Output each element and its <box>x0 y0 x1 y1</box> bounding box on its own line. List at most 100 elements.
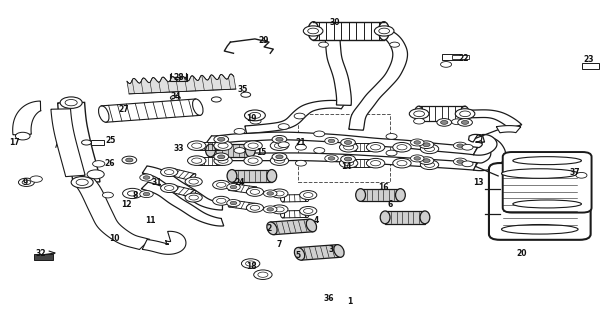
Circle shape <box>258 272 268 277</box>
Ellipse shape <box>348 143 352 151</box>
Circle shape <box>71 177 93 188</box>
Circle shape <box>276 137 283 141</box>
Circle shape <box>375 26 394 36</box>
Text: 26: 26 <box>104 159 115 168</box>
Circle shape <box>411 139 424 146</box>
Bar <box>34 254 53 260</box>
Circle shape <box>128 191 138 196</box>
Circle shape <box>82 140 91 145</box>
Circle shape <box>340 142 358 152</box>
Polygon shape <box>206 132 477 155</box>
Text: 24: 24 <box>235 178 245 187</box>
Text: 19: 19 <box>247 114 257 123</box>
Text: 11: 11 <box>146 216 156 225</box>
Ellipse shape <box>246 144 255 157</box>
Circle shape <box>344 161 354 166</box>
Text: 29: 29 <box>259 36 270 45</box>
Circle shape <box>386 150 397 156</box>
Circle shape <box>451 119 462 124</box>
Polygon shape <box>168 168 195 180</box>
Polygon shape <box>142 166 222 210</box>
Ellipse shape <box>189 174 196 180</box>
Circle shape <box>187 156 206 165</box>
Circle shape <box>325 155 338 162</box>
Ellipse shape <box>228 184 233 190</box>
Circle shape <box>371 145 381 150</box>
Circle shape <box>300 206 317 215</box>
Circle shape <box>122 156 137 164</box>
Polygon shape <box>232 170 272 182</box>
Circle shape <box>241 259 260 268</box>
Circle shape <box>251 189 260 194</box>
Circle shape <box>214 141 232 150</box>
Bar <box>298 114 390 182</box>
Circle shape <box>278 124 289 129</box>
Circle shape <box>217 198 226 203</box>
Circle shape <box>457 119 472 126</box>
Bar <box>451 54 468 59</box>
Bar <box>582 63 599 69</box>
Circle shape <box>214 153 228 161</box>
Circle shape <box>246 203 263 212</box>
Circle shape <box>212 180 230 189</box>
Circle shape <box>419 141 434 148</box>
Circle shape <box>278 142 289 148</box>
Circle shape <box>227 199 240 206</box>
Circle shape <box>397 145 407 150</box>
Circle shape <box>271 205 288 214</box>
Ellipse shape <box>372 143 376 151</box>
Text: 12: 12 <box>121 200 131 209</box>
Circle shape <box>60 97 82 108</box>
Text: 8: 8 <box>133 190 138 200</box>
Circle shape <box>140 174 154 181</box>
Circle shape <box>379 28 389 34</box>
Text: 7: 7 <box>277 240 282 249</box>
Circle shape <box>303 193 313 197</box>
Circle shape <box>295 144 306 150</box>
FancyBboxPatch shape <box>503 152 591 212</box>
Circle shape <box>161 184 177 193</box>
Polygon shape <box>101 99 200 122</box>
Circle shape <box>271 189 288 198</box>
Ellipse shape <box>372 159 376 167</box>
Ellipse shape <box>334 244 344 257</box>
Circle shape <box>246 188 263 196</box>
Text: 32: 32 <box>35 250 46 259</box>
Circle shape <box>328 157 335 160</box>
Ellipse shape <box>308 22 319 40</box>
Circle shape <box>390 42 400 47</box>
Circle shape <box>187 141 206 150</box>
Text: 6: 6 <box>387 200 392 209</box>
Polygon shape <box>360 189 400 201</box>
Circle shape <box>143 176 150 179</box>
Ellipse shape <box>227 170 237 182</box>
Circle shape <box>267 208 274 211</box>
Text: 13: 13 <box>473 178 484 187</box>
Circle shape <box>423 159 430 163</box>
Ellipse shape <box>281 211 284 218</box>
Circle shape <box>441 61 451 67</box>
Circle shape <box>244 110 265 121</box>
Circle shape <box>234 128 245 134</box>
Polygon shape <box>385 211 425 224</box>
Circle shape <box>437 119 451 126</box>
Circle shape <box>15 132 30 140</box>
Circle shape <box>93 161 105 167</box>
Ellipse shape <box>267 222 277 235</box>
Circle shape <box>414 157 421 160</box>
Circle shape <box>217 137 225 141</box>
Text: 17: 17 <box>9 138 20 147</box>
Ellipse shape <box>348 159 352 167</box>
Circle shape <box>461 121 468 124</box>
Circle shape <box>227 184 240 191</box>
Circle shape <box>246 261 255 266</box>
Circle shape <box>244 141 262 150</box>
Ellipse shape <box>252 187 257 194</box>
Circle shape <box>126 158 133 162</box>
Polygon shape <box>229 200 256 210</box>
Polygon shape <box>270 219 313 235</box>
Circle shape <box>214 135 228 143</box>
Circle shape <box>76 179 88 186</box>
Text: 23: 23 <box>583 55 594 64</box>
Ellipse shape <box>196 157 200 164</box>
